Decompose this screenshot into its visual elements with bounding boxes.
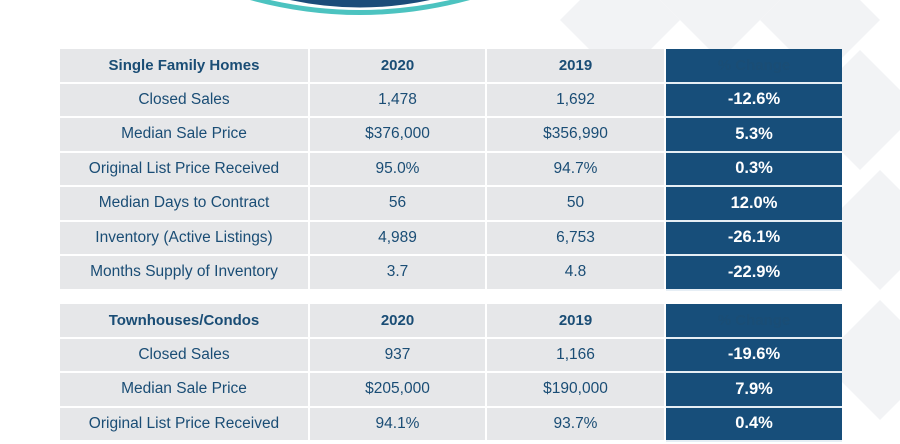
value-2019: 94.7% [487,152,666,187]
value-change: 7.9% [666,373,842,408]
value-change: -26.1% [666,221,842,256]
header-category: Single Family Homes [60,49,310,84]
value-2020: 56 [310,187,487,222]
value-2020: 94.1% [310,407,487,442]
value-2019: 1,692 [487,83,666,118]
row-label: Months Supply of Inventory [60,256,310,291]
table-row: Median Days to Contract 56 50 12.0% [60,187,842,222]
value-change: 0.3% [666,152,842,187]
header-2020: 2020 [310,304,487,339]
value-change: -12.6% [666,83,842,118]
value-2020: $205,000 [310,373,487,408]
table-row: Closed Sales 1,478 1,692 -12.6% [60,83,842,118]
header-category: Townhouses/Condos [60,304,310,339]
table-row: Months Supply of Inventory 3.7 4.8 -22.9… [60,256,842,291]
value-2019: 4.8 [487,256,666,291]
row-label: Original List Price Received [60,407,310,442]
value-2020: 4,989 [310,221,487,256]
table-row: Median Sale Price $205,000 $190,000 7.9% [60,373,842,408]
value-change: 0.4% [666,407,842,442]
row-label: Median Sale Price [60,118,310,153]
value-2020: $376,000 [310,118,487,153]
table-header-row: Single Family Homes 2020 2019 % Change [60,49,842,84]
value-2020: 95.0% [310,152,487,187]
value-2019: 93.7% [487,407,666,442]
value-2019: 6,753 [487,221,666,256]
header-change: % Change [666,49,842,84]
value-2019: 50 [487,187,666,222]
value-change: 12.0% [666,187,842,222]
row-label: Inventory (Active Listings) [60,221,310,256]
row-label: Median Days to Contract [60,187,310,222]
row-label: Closed Sales [60,338,310,373]
header-2019: 2019 [487,304,666,339]
header-change: % Change [666,304,842,339]
header-2020: 2020 [310,49,487,84]
table-row: Inventory (Active Listings) 4,989 6,753 … [60,221,842,256]
header-2019: 2019 [487,49,666,84]
value-2020: 3.7 [310,256,487,291]
value-2020: 937 [310,338,487,373]
table-row: Original List Price Received 94.1% 93.7%… [60,407,842,442]
value-2019: $190,000 [487,373,666,408]
value-2020: 1,478 [310,83,487,118]
row-label: Closed Sales [60,83,310,118]
diamond-pattern [560,0,900,420]
table-header-row: Townhouses/Condos 2020 2019 % Change [60,304,842,339]
logo-arc-navy [290,0,430,8]
value-change: -22.9% [666,256,842,291]
table-row: Original List Price Received 95.0% 94.7%… [60,152,842,187]
townhouses-condos-table: Townhouses/Condos 2020 2019 % Change Clo… [60,304,842,442]
logo-arc-teal [250,0,470,15]
table-row: Median Sale Price $376,000 $356,990 5.3% [60,118,842,153]
value-2019: $356,990 [487,118,666,153]
value-2019: 1,166 [487,338,666,373]
row-label: Original List Price Received [60,152,310,187]
single-family-homes-table: Single Family Homes 2020 2019 % Change C… [60,49,842,291]
value-change: 5.3% [666,118,842,153]
row-label: Median Sale Price [60,373,310,408]
value-change: -19.6% [666,338,842,373]
table-row: Closed Sales 937 1,166 -19.6% [60,338,842,373]
